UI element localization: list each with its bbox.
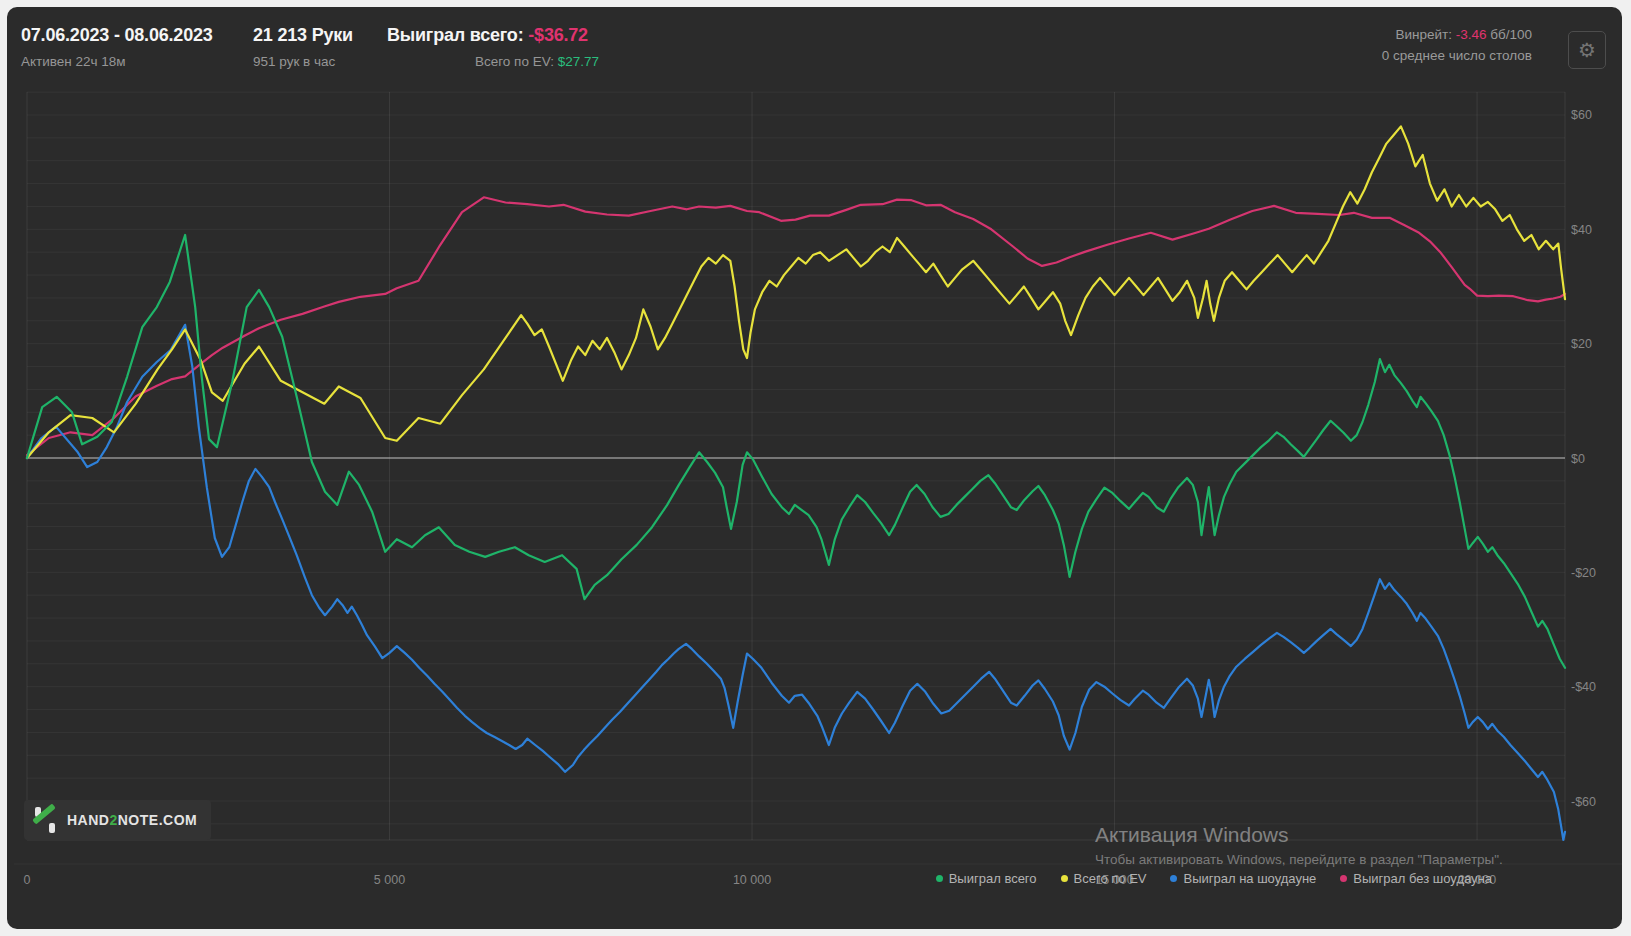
legend-item-no-showdown[interactable]: Выиграл без шоудауна bbox=[1340, 871, 1492, 886]
windows-activation-subtitle: Чтобы активировать Windows, перейдите в … bbox=[1095, 852, 1503, 867]
app-panel: 07.06.2023 - 08.06.2023 Активен 22ч 18м … bbox=[7, 7, 1622, 929]
series-line-0 bbox=[27, 235, 1565, 668]
legend-dot-blue bbox=[1170, 875, 1177, 882]
legend-label: Всего по EV bbox=[1074, 871, 1147, 886]
hand2note-logo-icon bbox=[32, 807, 58, 833]
axis-tick-label: 0 bbox=[24, 873, 31, 887]
axis-tick-label: 5 000 bbox=[374, 873, 405, 887]
axis-tick-label: 10 000 bbox=[733, 873, 771, 887]
windows-activation-watermark: Активация Windows Чтобы активировать Win… bbox=[1095, 823, 1503, 867]
axis-tick-label: -$40 bbox=[1571, 680, 1596, 694]
hand2note-logo-text: HAND2NOTE.COM bbox=[67, 812, 197, 828]
winnings-chart[interactable]: $60$40$20$0-$20-$40-$6005 00010 00015 00… bbox=[7, 7, 1622, 929]
axis-tick-label: $60 bbox=[1571, 108, 1592, 122]
legend-dot-pink bbox=[1340, 875, 1347, 882]
axis-tick-label: $20 bbox=[1571, 337, 1592, 351]
series-line-3 bbox=[27, 197, 1565, 455]
legend-dot-yellow bbox=[1061, 875, 1068, 882]
axis-tick-label: $40 bbox=[1571, 223, 1592, 237]
axis-tick-label: -$60 bbox=[1571, 795, 1596, 809]
chart-legend: Выиграл всего Всего по EV Выиграл на шоу… bbox=[936, 871, 1492, 886]
axis-tick-label: -$20 bbox=[1571, 566, 1596, 580]
legend-item-showdown[interactable]: Выиграл на шоудауне bbox=[1170, 871, 1316, 886]
hand2note-watermark: HAND2NOTE.COM bbox=[24, 800, 211, 840]
windows-activation-title: Активация Windows bbox=[1095, 823, 1503, 847]
legend-item-won-total[interactable]: Выиграл всего bbox=[936, 871, 1037, 886]
legend-label: Выиграл на шоудауне bbox=[1183, 871, 1316, 886]
legend-item-ev-total[interactable]: Всего по EV bbox=[1061, 871, 1147, 886]
series-line-2 bbox=[27, 325, 1565, 840]
axis-tick-label: $0 bbox=[1571, 452, 1585, 466]
legend-label: Выиграл всего bbox=[949, 871, 1037, 886]
legend-dot-green bbox=[936, 875, 943, 882]
legend-label: Выиграл без шоудауна bbox=[1353, 871, 1492, 886]
